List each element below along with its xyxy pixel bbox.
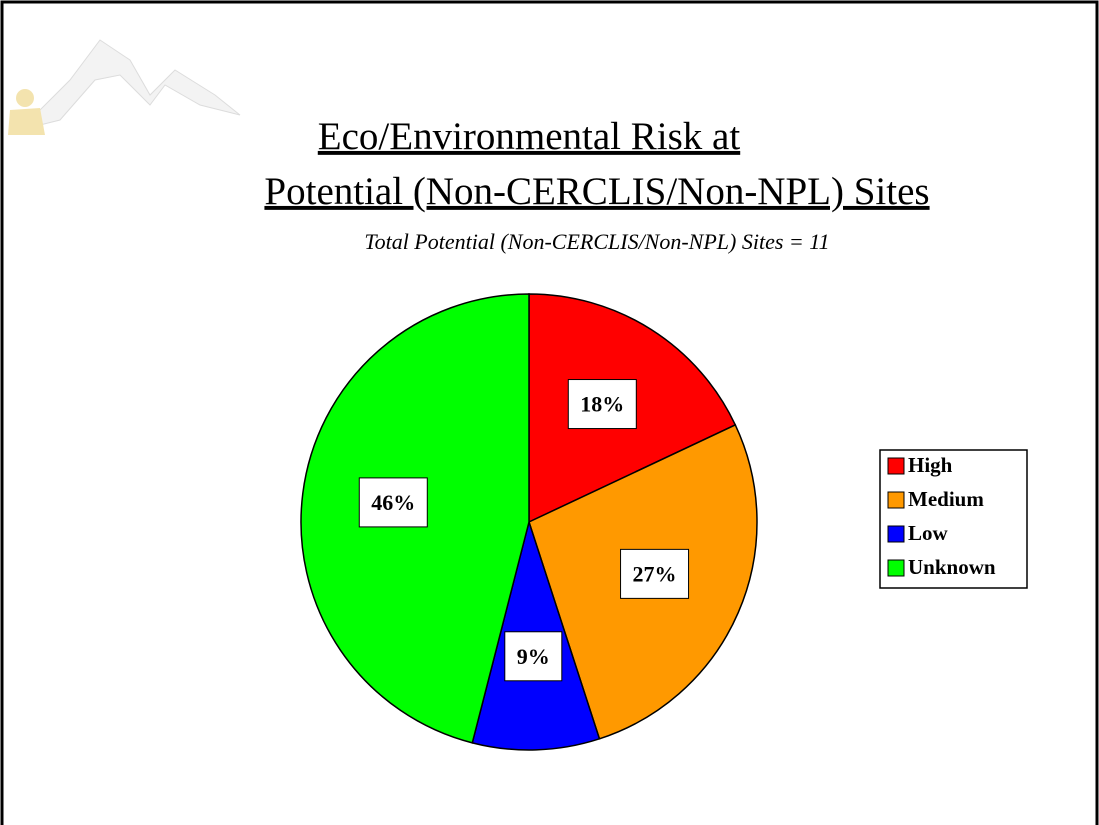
logo: [8, 39, 241, 135]
chart-title: Eco/Environmental Risk at: [318, 115, 741, 158]
data-label-box: [567, 379, 637, 430]
legend-swatch: [887, 525, 905, 543]
chart-title: Potential (Non-CERCLIS/Non-NPL) Sites: [264, 170, 929, 213]
data-label: 46%: [371, 490, 415, 515]
legend-label: Medium: [908, 487, 984, 511]
legend-swatch: [887, 491, 905, 509]
data-label: 9%: [517, 644, 550, 669]
data-label: 18%: [580, 392, 624, 417]
data-label-box: [358, 477, 428, 528]
data-label: 27%: [633, 561, 677, 586]
legend-label: Unknown: [908, 555, 996, 579]
legend-label: Low: [908, 521, 949, 545]
chart-subtitle: Total Potential (Non-CERCLIS/Non-NPL) Si…: [364, 229, 829, 254]
data-label-box: [620, 548, 690, 599]
legend-swatch: [887, 559, 905, 577]
legend-swatch: [887, 457, 905, 475]
legend-label: High: [908, 453, 953, 477]
data-label-box: [504, 631, 563, 682]
